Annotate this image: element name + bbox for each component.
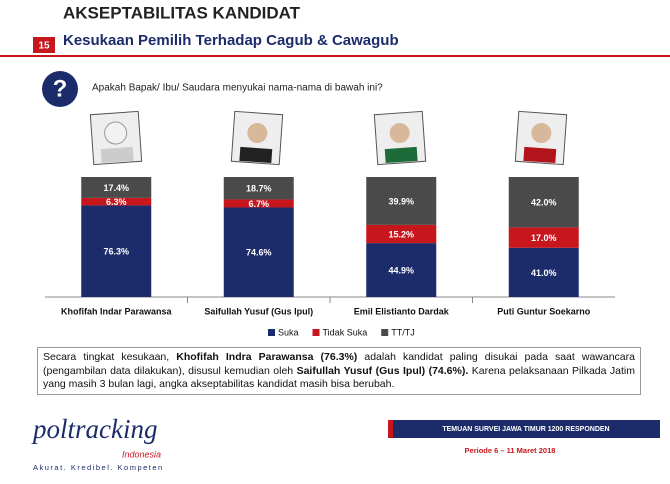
- paragraph-bold: Saifullah Yusuf (Gus Ipul) (74.6%).: [296, 364, 469, 377]
- question: Apakah Bapak/ Ibu/ Saudara menyukai nama…: [92, 83, 383, 94]
- category-label: Emil Elistianto Dardak: [354, 306, 450, 316]
- data-label: 6.7%: [248, 199, 269, 209]
- slide-number-box: [33, 37, 55, 53]
- bar-segment: [508, 227, 579, 248]
- paragraph-text: Karena pelaksanaan Pilkada Jatim yang ma…: [43, 364, 635, 391]
- data-label: 18.7%: [246, 184, 272, 194]
- data-label: 15.2%: [388, 229, 414, 239]
- slide-number: 15: [38, 41, 50, 52]
- logo: poltracking: [31, 414, 157, 444]
- data-label: 41.0%: [531, 268, 557, 278]
- slide-subtitle: Kesukaan Pemilih Terhadap Cagub & Cawagu…: [63, 32, 399, 49]
- legend-label: Tidak Suka: [323, 327, 368, 337]
- data-label: 74.6%: [246, 248, 272, 258]
- tagline: Akurat. Kredibel. Kompeten: [33, 463, 164, 472]
- legend-label: Suka: [278, 327, 299, 337]
- bar-segment: [223, 207, 294, 297]
- paragraph-text: Secara tingkat kesukaan,: [43, 351, 177, 363]
- legend-swatch: [268, 329, 275, 336]
- bar-segment: [366, 224, 437, 244]
- category-label: Saifullah Yusuf (Gus Ipul): [204, 306, 313, 316]
- data-label: 42.0%: [531, 198, 557, 208]
- question-icon: ?: [53, 75, 68, 102]
- photos: [89, 110, 568, 166]
- question-icon-circle: [42, 71, 78, 107]
- banner-text: TEMUAN SURVEI JAWA TIMUR 1200 RESPONDEN: [442, 426, 609, 433]
- legend-swatch: [312, 329, 320, 336]
- slide-title: AKSEPTABILITAS KANDIDAT: [63, 3, 301, 22]
- category-label: Khofifah Indar Parawansa: [61, 306, 173, 316]
- category-label: Puti Guntur Soekarno: [497, 306, 591, 316]
- paragraph-bold: Khofifah Indra Parawansa (76.3%): [176, 351, 358, 363]
- bar-segment: [366, 177, 437, 225]
- legend-label: TT/TJ: [391, 327, 415, 337]
- logo-sub: Indonesia: [122, 449, 161, 459]
- bar-segment: [223, 177, 294, 200]
- data-label: 44.9%: [388, 265, 414, 275]
- bar-segment: [81, 177, 152, 198]
- bar-segment: [223, 199, 294, 208]
- period: Periode 6 – 11 Maret 2018: [465, 446, 556, 455]
- legend-swatch: [381, 329, 389, 336]
- bar-segment: [508, 177, 579, 228]
- data-label: 17.4%: [103, 183, 129, 193]
- data-label: 76.3%: [103, 247, 129, 257]
- bar-segment: [508, 247, 579, 297]
- data-label: 39.9%: [388, 196, 414, 206]
- data-label: 6.3%: [106, 197, 127, 207]
- banner: [388, 420, 660, 438]
- bar-segment: [366, 243, 437, 297]
- paragraph-text: adalah kandidat paling disukai pada saat…: [43, 351, 635, 377]
- bar-segment: [81, 197, 152, 206]
- banner-stripe: [388, 420, 393, 438]
- data-label: 17.0%: [531, 233, 557, 243]
- bar-segment: [81, 205, 152, 297]
- paragraph: Secara tingkat kesukaan, Khofifah Indra …: [37, 347, 641, 395]
